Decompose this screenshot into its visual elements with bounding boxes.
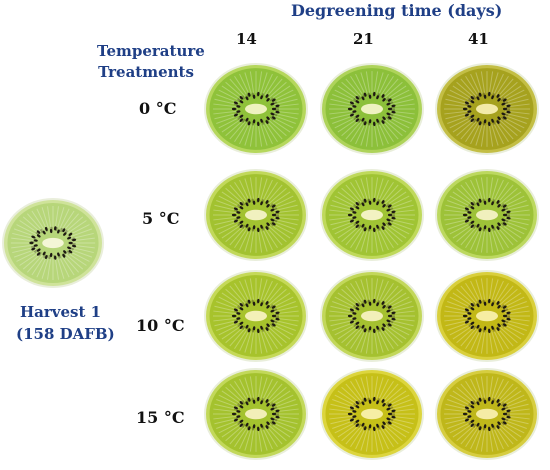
degreening-time-title: Degreening time (days) <box>291 1 503 20</box>
temperature-treatments-title: Temperature Treatments <box>97 42 205 81</box>
day-label-21: 21 <box>353 30 374 48</box>
kiwifruit-slice-r4-c2 <box>320 368 424 460</box>
kiwifruit-slice-r4-c1 <box>204 368 308 460</box>
kiwifruit-slice-harvest <box>2 198 104 288</box>
harvest-label: Harvest 1 <box>20 303 102 321</box>
treatment-label-0c: 0 °C <box>139 99 177 118</box>
treatment-label-10c: 10 °C <box>136 316 185 335</box>
kiwifruit-slice-r2-c1 <box>204 169 308 261</box>
kiwifruit-slice-r3-c3 <box>435 270 539 362</box>
kiwifruit-slice-r3-c1 <box>204 270 308 362</box>
kiwifruit-slice-r2-c3 <box>435 169 539 261</box>
kiwifruit-slice-r3-c2 <box>320 270 424 362</box>
kiwifruit-slice-r2-c2 <box>320 169 424 261</box>
kiwifruit-slice-r1-c2 <box>320 63 424 155</box>
kiwifruit-slice-r1-c1 <box>204 63 308 155</box>
day-label-41: 41 <box>468 30 489 48</box>
treatment-label-5c: 5 °C <box>142 209 180 228</box>
day-label-14: 14 <box>236 30 257 48</box>
harvest-dafb-label: (158 DAFB) <box>16 325 115 343</box>
kiwifruit-slice-r1-c3 <box>435 63 539 155</box>
treatment-label-15c: 15 °C <box>136 408 185 427</box>
kiwifruit-slice-r4-c3 <box>435 368 539 460</box>
